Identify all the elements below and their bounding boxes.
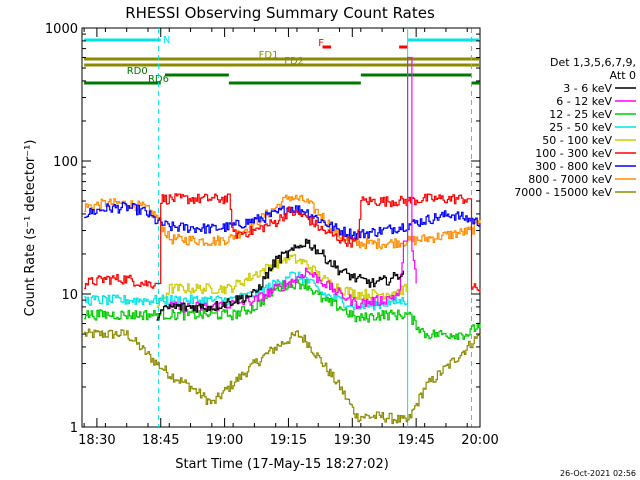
x-tick-label: 18:45 <box>142 433 179 448</box>
y-tick-label: 1 <box>70 421 78 436</box>
series-12-25-kev <box>84 278 481 340</box>
y-axis: 1 10 100 1000 <box>45 22 480 436</box>
x-axis-label: Start Time (17-May-15 18:27:02) <box>175 457 389 472</box>
series-7000-15000-kev <box>84 328 481 425</box>
plot-area <box>81 27 481 428</box>
legend-entry-label: 800 - 7000 keV <box>528 173 612 186</box>
x-tick-label: 18:30 <box>78 433 115 448</box>
generated-timestamp: 26-Oct-2021 02:56 <box>560 469 636 478</box>
chart-title: RHESSI Observing Summary Count Rates <box>125 4 435 22</box>
x-tick-label: 19:00 <box>206 433 243 448</box>
legend-entry-label: 100 - 300 keV <box>535 147 612 160</box>
legend-entry-label: 3 - 6 keV <box>563 82 612 95</box>
series-100-300-kev <box>84 193 481 292</box>
data-series <box>84 56 481 425</box>
legend-entry-label: 7000 - 15000 keV <box>514 186 612 199</box>
time-markers <box>158 28 472 427</box>
legend-entry-label: 25 - 50 keV <box>549 121 612 134</box>
series-3-6-kev <box>156 238 404 321</box>
y-tick-label: 1000 <box>45 22 78 37</box>
band-rd0-label: RD0 <box>127 66 148 77</box>
series-6-12-kev <box>169 56 417 313</box>
band-n-label: N <box>163 35 170 46</box>
legend-entry-label: 50 - 100 keV <box>542 134 612 147</box>
x-axis: 18:30 18:45 19:00 19:15 19:30 19:45 20:00 <box>78 28 499 448</box>
series-800-7000-kev <box>84 194 481 250</box>
legend-header: Det 1,3,5,6,7,9, <box>550 56 636 69</box>
band-f-label: F <box>318 38 324 49</box>
band-rd6-label: RD6 <box>148 74 169 85</box>
y-tick-label: 10 <box>61 288 78 303</box>
x-tick-label: 19:15 <box>270 433 307 448</box>
x-tick-label: 20:00 <box>461 433 498 448</box>
legend-entry-label: 12 - 25 keV <box>549 108 612 121</box>
legend-entry-label: 6 - 12 keV <box>556 95 612 108</box>
band-fd2-label: FD2 <box>284 56 304 67</box>
y-tick-label: 100 <box>53 155 78 170</box>
series-50-100-kev <box>156 252 409 308</box>
x-tick-label: 19:30 <box>334 433 371 448</box>
series-300-800-kev <box>84 201 481 240</box>
legend-entry-label: 300 - 800 keV <box>535 160 612 173</box>
band-fd1-label: FD1 <box>259 50 279 61</box>
legend-header: Att 0 <box>610 69 636 82</box>
y-axis-label: Count Rate (s⁻¹ detector⁻¹) <box>23 140 38 317</box>
x-tick-label: 19:45 <box>397 433 434 448</box>
